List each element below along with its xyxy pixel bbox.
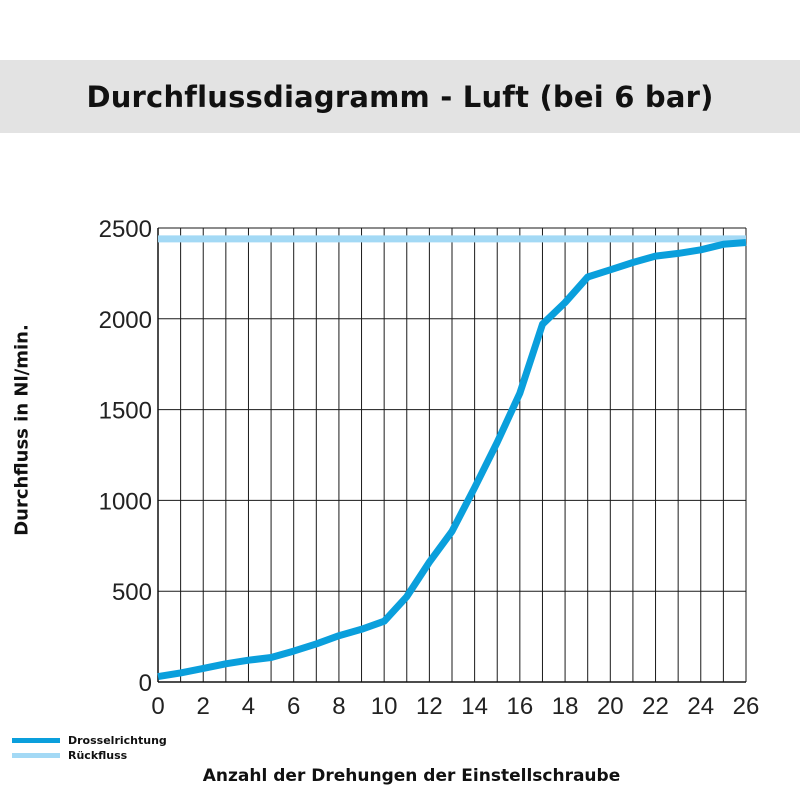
y-tick-label: 2500 [99,216,152,243]
legend-item-drosselrichtung: Drosselrichtung [12,733,167,748]
y-tick-label: 500 [112,579,152,606]
x-tick-label: 0 [151,693,164,720]
series-layer [157,235,747,681]
x-tick-label: 26 [733,693,760,720]
legend: Drosselrichtung Rückfluss [12,733,167,763]
y-tick-label: 0 [139,670,152,697]
y-tick-label: 1000 [99,488,152,515]
legend-item-rueckfluss: Rückfluss [12,748,167,763]
x-tick-label: 18 [552,693,579,720]
x-tick-label: 16 [506,693,533,720]
grid [157,227,747,683]
x-tick-label: 22 [642,693,669,720]
y-tick-label: 2000 [99,307,152,334]
chart-title: Durchflussdiagramm - Luft (bei 6 bar) [86,79,714,114]
legend-label: Drosselrichtung [68,734,167,747]
x-tick-label: 10 [371,693,398,720]
x-tick-label: 4 [242,693,255,720]
x-tick-label: 6 [287,693,300,720]
title-band: Durchflussdiagramm - Luft (bei 6 bar) [0,60,800,133]
x-axis-label: Anzahl der Drehungen der Einstellschraub… [202,766,621,786]
x-tick-label: 2 [197,693,210,720]
x-tick-label: 14 [461,693,488,720]
tick-labels: 0 2 4 6 8 10 12 14 16 18 20 22 24 2605001000150020002… [99,216,760,720]
x-tick-label: 8 [332,693,345,720]
legend-swatch-drosselrichtung [12,738,60,743]
y-axis-label: Durchfluss in Nl/min. [11,324,33,536]
x-tick-label: 20 [597,693,624,720]
legend-swatch-rueckfluss [12,753,60,758]
x-tick-label: 24 [687,693,714,720]
legend-label: Rückfluss [68,749,128,762]
x-tick-label: 12 [416,693,443,720]
y-tick-label: 1500 [99,398,152,425]
series-line-drosselrichtung [157,239,747,681]
